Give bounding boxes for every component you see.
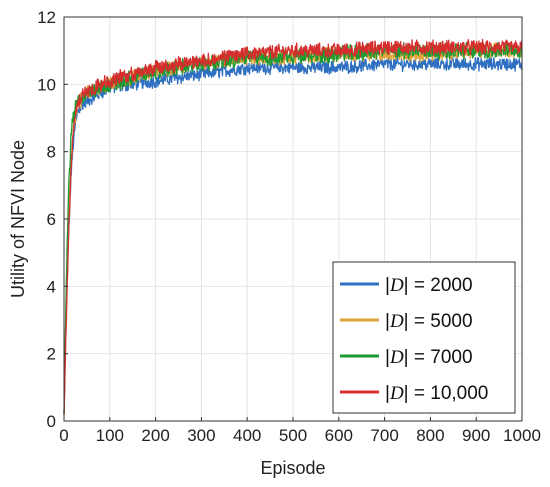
y-tick-label: 6	[47, 210, 56, 229]
legend-entry-1: |D| = 5000	[385, 311, 473, 332]
y-tick-label: 4	[47, 277, 56, 296]
x-tick-label: 700	[370, 426, 398, 445]
y-tick-label: 2	[47, 345, 56, 364]
y-tick-label: 12	[37, 8, 56, 27]
x-tick-label: 200	[141, 426, 169, 445]
x-tick-label: 900	[462, 426, 490, 445]
legend-box	[332, 261, 516, 414]
series-line-3	[63, 38, 523, 415]
y-tick-label: 8	[47, 143, 56, 162]
x-tick-label: 100	[96, 426, 124, 445]
legend: |D| = 2000 |D| = 5000 |D| = 7000 |D| = 10,0…	[332, 261, 516, 414]
x-axis-ticks: 0 100 200 300 400 500 600 700 800 900 1000	[59, 417, 541, 445]
x-tick-label: 500	[279, 426, 307, 445]
x-tick-label: 400	[233, 426, 261, 445]
y-tick-label: 0	[47, 412, 56, 431]
y-tick-label: 10	[37, 75, 56, 94]
series-line-0	[63, 56, 523, 415]
legend-entry-2: |D| = 7000	[385, 347, 473, 368]
x-tick-label: 800	[416, 426, 444, 445]
x-axis-label: Episode	[260, 458, 325, 478]
x-tick-label: 600	[325, 426, 353, 445]
y-axis-ticks: 0 2 4 6 8 10 12	[37, 8, 68, 431]
x-tick-label: 300	[187, 426, 215, 445]
x-tick-label: 0	[59, 426, 68, 445]
x-tick-label: 1000	[503, 426, 541, 445]
y-axis-label: Utility of NFVI Node	[8, 140, 28, 298]
series-layer	[63, 38, 523, 415]
legend-entry-3: |D| = 10,000	[385, 383, 488, 404]
legend-entry-0: |D| = 2000	[385, 275, 473, 296]
